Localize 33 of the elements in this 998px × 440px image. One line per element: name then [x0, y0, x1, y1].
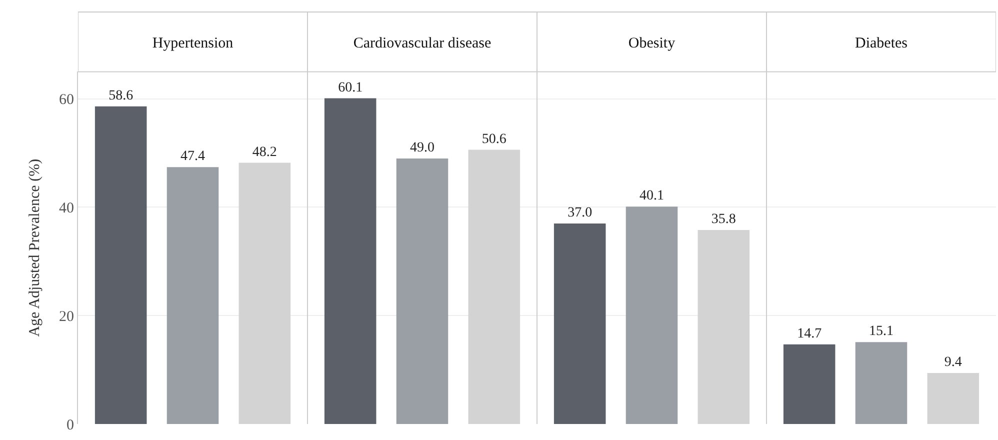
bar [396, 158, 448, 424]
bar [554, 223, 606, 424]
bar [783, 344, 836, 424]
data-label: 49.0 [410, 140, 434, 156]
y-tick-label: 60 [59, 92, 74, 108]
x-tick-label: Obesity [628, 36, 676, 52]
bar [927, 373, 980, 424]
y-tick-label: 40 [59, 200, 74, 216]
y-tick-label: 20 [59, 308, 74, 325]
data-label: 35.8 [711, 212, 736, 227]
bar [698, 230, 750, 424]
bar [94, 106, 147, 424]
bar [468, 150, 520, 424]
data-label: 50.6 [482, 132, 506, 147]
data-label: 58.6 [108, 88, 134, 104]
y-axis-title: Age Adjusted Prevalence (%) [27, 158, 44, 337]
data-label: 60.1 [338, 80, 363, 96]
y-tick-label: 0 [66, 417, 74, 434]
data-label: 47.4 [180, 149, 205, 164]
data-label: 40.1 [640, 188, 664, 204]
bar [166, 167, 219, 424]
data-label: 37.0 [568, 205, 592, 220]
data-label: 48.2 [252, 144, 277, 160]
data-label: 15.1 [869, 324, 894, 340]
x-tick-label: Cardiovascular disease [353, 36, 492, 52]
x-tick-label: Diabetes [855, 36, 908, 52]
data-label: 14.7 [797, 326, 822, 342]
x-tick-label: Hypertension [152, 36, 234, 52]
data-label: 9.4 [944, 355, 962, 370]
bar [626, 206, 678, 424]
bar [238, 162, 291, 424]
bar [855, 342, 908, 424]
bar [324, 98, 376, 424]
